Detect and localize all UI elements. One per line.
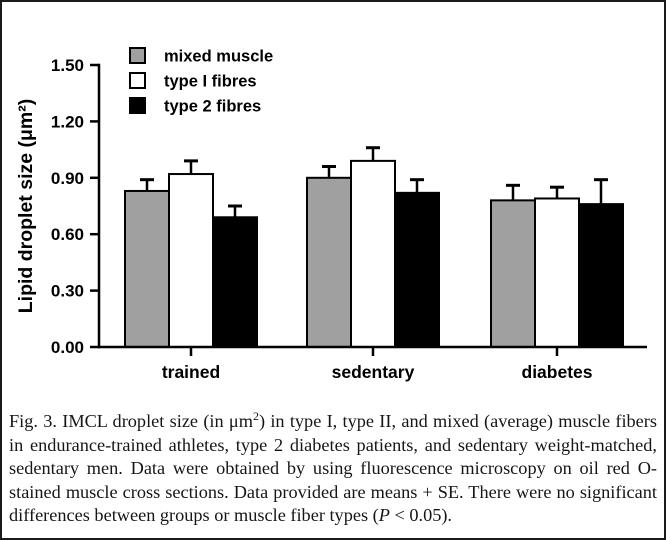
y-tick-label: 1.50 [51,56,84,75]
bar-chart-svg: trained sedentary diabetes 0.00 0.30 0.60 0.90… [15,47,647,382]
legend-label-1: type I fibres [164,73,257,91]
bar-diabetes-series-0 [490,199,536,348]
category-label: diabetes [522,362,593,382]
caption-text: Fig. 3. IMCL droplet size (in μm [9,411,253,432]
category-label: trained [162,362,220,382]
bar-trained-series-1 [168,173,214,348]
bar-diabetes-series-2 [578,203,624,348]
y-tick-label: 0.30 [51,282,84,301]
bar-sedentary-series-1 [350,159,396,348]
legend-label-0: mixed muscle [164,48,273,66]
legend-swatch-2 [129,97,146,114]
bar-diabetes-series-1 [534,197,580,348]
caption-text: ) in type I, type II, and mixed (average… [9,411,657,525]
figure-caption: Fig. 3. IMCL droplet size (in μm2) in ty… [2,406,664,527]
chart-area: trained sedentary diabetes 0.00 0.30 0.60 0.90… [2,2,664,390]
legend-swatch-1 [129,72,146,89]
legend-swatch-0 [129,47,146,64]
caption-italic-p: P [378,504,390,525]
y-tick-label: 0.60 [51,225,84,244]
y-tick-label: 1.20 [51,112,84,131]
bar-sedentary-series-2 [394,191,440,348]
bar-trained-series-2 [212,216,258,348]
legend-label-2: type 2 fibres [164,98,261,116]
y-tick-label: 0.00 [51,338,84,357]
bar-sedentary-series-0 [306,176,352,348]
y-axis-title: Lipid droplet size (μm²) [15,99,37,314]
category-label: sedentary [332,362,415,382]
caption-superscript: 2 [252,409,259,424]
bar-trained-series-0 [124,189,170,348]
caption-text: < 0.05). [389,504,453,525]
y-tick-label: 0.90 [51,169,84,188]
